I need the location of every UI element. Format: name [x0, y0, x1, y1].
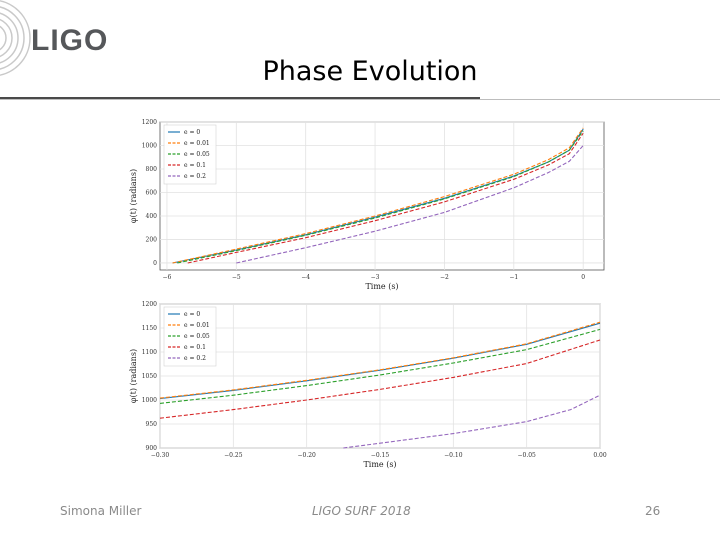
chart0-y-axis-label: φ(t) (radians)	[129, 169, 138, 223]
chart0-series-line-1	[172, 127, 584, 264]
chart0-legend-label: e = 0.1	[184, 162, 206, 169]
chart0-y-tick-label: 200	[146, 236, 158, 243]
chart0-y-tick-label: 800	[146, 166, 158, 173]
chart1-y-tick-label: 900	[146, 445, 158, 452]
chart0-series-line-3	[187, 132, 584, 264]
chart1-y-axis-label: φ(t) (radians)	[129, 349, 138, 403]
chart0-legend-label: e = 0.01	[184, 140, 210, 147]
slide-title: Phase Evolution	[262, 56, 478, 87]
chart1-y-tick-label: 1050	[142, 373, 157, 380]
chart0-x-tick-label: −4	[301, 274, 310, 281]
chart0-x-tick-label: 0	[581, 274, 585, 281]
chart1-legend-label: e = 0.2	[184, 355, 206, 362]
chart1-x-tick-label: −0.05	[517, 452, 536, 459]
chart0-legend-label: e = 0.05	[184, 151, 210, 158]
chart1-y-tick-label: 1150	[142, 325, 157, 332]
footer-event: LIGO SURF 2018	[312, 504, 411, 518]
chart0-y-tick-label: 600	[146, 189, 158, 196]
chart0-plot-area	[159, 121, 605, 271]
chart0-x-tick-label: −1	[509, 274, 518, 281]
chart1-series-line-3	[159, 339, 601, 419]
chart1-x-tick-label: −0.10	[444, 452, 463, 459]
chart1-y-tick-label: 1000	[142, 397, 157, 404]
chart1-series-line-4	[343, 394, 601, 449]
chart0-y-tick-label: 1200	[142, 119, 157, 126]
chart1-series-line-2	[159, 328, 601, 404]
chart1-x-tick-label: −0.25	[224, 452, 243, 459]
chart1-legend-label: e = 0.01	[184, 322, 210, 329]
footer-author: Simona Miller	[60, 504, 142, 518]
chart0-x-tick-label: −3	[371, 274, 380, 281]
footer-page-number: 26	[645, 504, 661, 518]
ligo-logo-mark-icon	[0, 0, 31, 76]
phase-evolution-full-chart: −6 −5 −4 −3 −2 −1 0 0 200 400 600 800 1000 1200 e = 0 e…	[129, 119, 605, 291]
chart0-series-line-4	[236, 145, 584, 264]
chart1-series-line-1	[159, 321, 601, 399]
chart1-x-tick-label: 0.00	[593, 452, 607, 459]
chart0-x-tick-label: −6	[163, 274, 172, 281]
chart1-x-tick-label: −0.20	[297, 452, 316, 459]
chart0-x-tick-label: −5	[232, 274, 241, 281]
chart1-x-axis-label: Time (s)	[363, 460, 396, 469]
ligo-logo-text: LIGO	[31, 24, 109, 57]
chart1-legend-label: e = 0.1	[184, 344, 206, 351]
phase-evolution-zoom-chart: −0.30 −0.25 −0.20 −0.15 −0.10 −0.05 0.00 900 950…	[129, 301, 607, 469]
chart1-y-tick-label: 1200	[142, 301, 157, 308]
chart1-legend-label: e = 0	[184, 311, 200, 318]
chart0-legend-label: e = 0	[184, 129, 200, 136]
chart0-legend-label: e = 0.2	[184, 173, 206, 180]
chart0-series-line-0	[172, 128, 584, 264]
chart1-y-tick-label: 1100	[142, 349, 157, 356]
chart0-y-tick-label: 0	[153, 260, 157, 267]
chart1-x-tick-label: −0.30	[151, 452, 170, 459]
chart0-y-tick-label: 400	[146, 213, 158, 220]
title-divider	[0, 97, 720, 100]
chart1-x-tick-label: −0.15	[371, 452, 390, 459]
chart0-x-axis-label: Time (s)	[365, 282, 398, 291]
chart1-y-tick-label: 950	[146, 421, 158, 428]
chart1-legend-label: e = 0.05	[184, 333, 210, 340]
chart0-y-tick-label: 1000	[142, 142, 157, 149]
chart0-x-tick-label: −2	[440, 274, 449, 281]
